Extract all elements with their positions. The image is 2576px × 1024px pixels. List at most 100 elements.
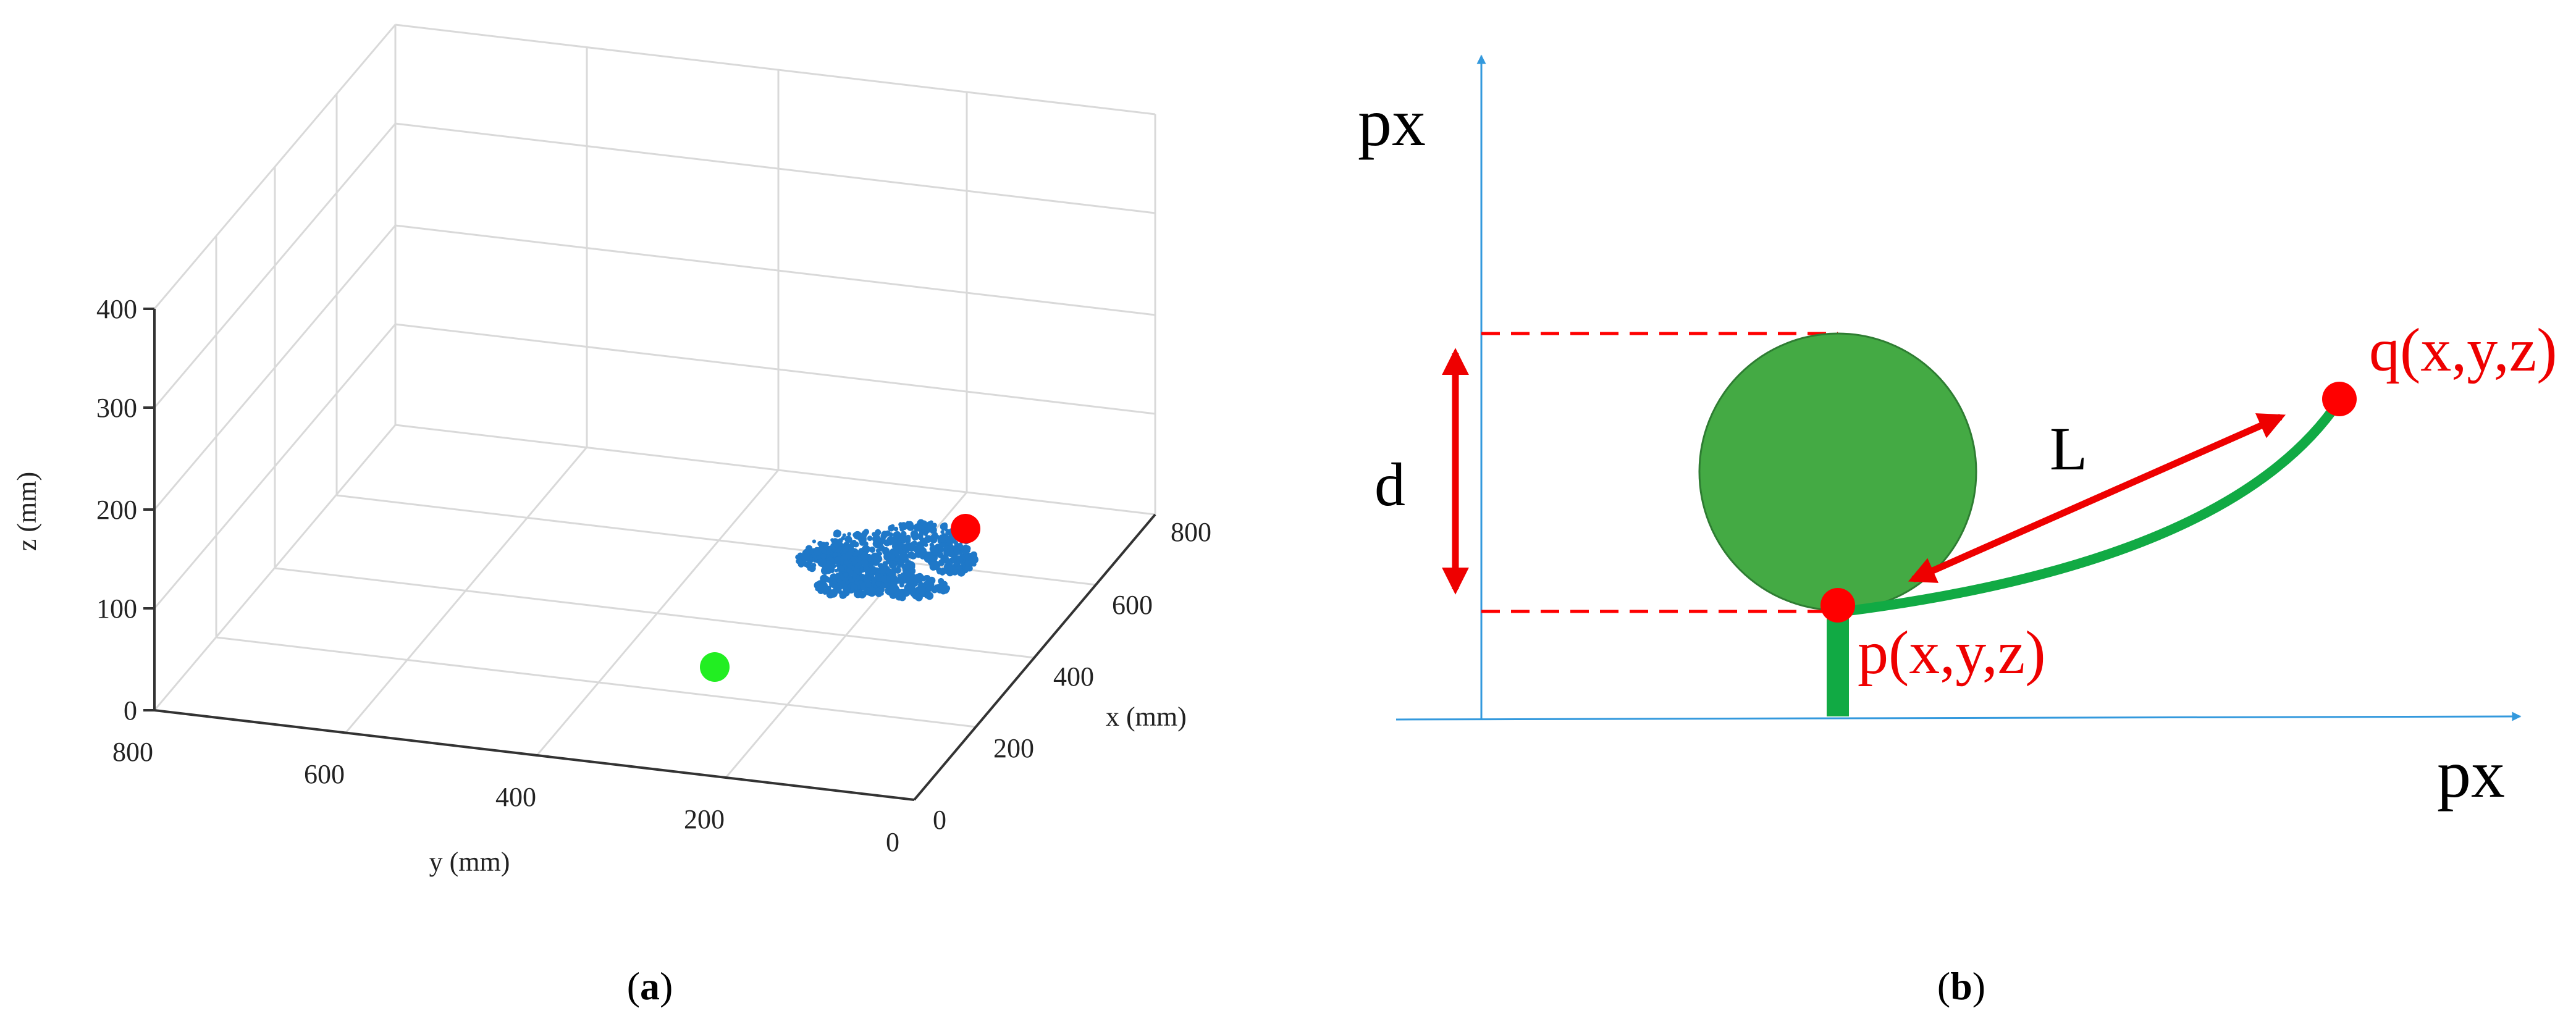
z-axis-label: z (mm): [12, 472, 42, 551]
cluster-point: [925, 591, 931, 596]
point-q: [2322, 382, 2357, 416]
y-tick-label: 800: [112, 737, 153, 767]
cluster-point: [906, 521, 914, 529]
cluster-point: [833, 529, 841, 538]
cluster-point: [940, 530, 945, 534]
cluster-point: [857, 537, 862, 541]
cluster-point: [893, 526, 899, 532]
blue-point-cluster: [795, 519, 979, 602]
red-point: [951, 514, 980, 543]
green-point: [700, 652, 730, 682]
x-tick-label: 200: [993, 733, 1034, 763]
cluster-point: [890, 555, 896, 560]
cluster-point: [951, 569, 958, 576]
cluster-point: [861, 558, 869, 567]
cluster-point: [956, 556, 964, 564]
q-label: q(x,y,z): [2369, 316, 2557, 384]
cluster-point: [824, 561, 833, 569]
x-tick-label: 400: [1053, 661, 1094, 692]
cluster-point: [962, 549, 969, 556]
cluster-point: [831, 563, 836, 569]
cluster-point: [803, 548, 810, 555]
cluster-point: [938, 534, 946, 543]
cluster-point: [826, 590, 835, 598]
z-tick-label: 300: [96, 393, 137, 423]
cluster-point: [896, 564, 901, 569]
panel-a-3d-plot: 0 100 200 300 400 z (mm) 800 600 400 200…: [12, 23, 1211, 1008]
cluster-point: [932, 522, 937, 528]
p-label: p(x,y,z): [1858, 618, 2046, 687]
cluster-point: [827, 585, 831, 590]
z-tick-label: 400: [96, 294, 137, 324]
cluster-point: [933, 555, 938, 560]
cluster-point: [852, 572, 857, 577]
cluster-point: [890, 574, 896, 580]
cluster-point: [864, 573, 869, 578]
z-tick-label: 200: [96, 495, 137, 525]
cluster-point: [906, 571, 911, 576]
L-arrow: [1908, 413, 2286, 583]
z-tick-label: 100: [96, 594, 137, 624]
cluster-point: [940, 587, 947, 595]
y-tick-label: 0: [886, 827, 899, 857]
x-tick-label: 800: [1171, 517, 1211, 547]
cluster-point: [913, 523, 922, 532]
cluster-point: [844, 535, 852, 543]
horizontal-axis: [1395, 711, 2522, 721]
cluster-point: [830, 538, 835, 542]
cluster-point: [831, 583, 836, 589]
cluster-point: [842, 533, 846, 537]
cluster-point: [839, 592, 847, 599]
cluster-point: [843, 583, 848, 589]
cluster-point: [956, 569, 964, 576]
cluster-point: [885, 560, 890, 564]
cluster-point: [894, 557, 899, 562]
cluster-point: [901, 531, 907, 537]
x-axis: 0 200 400 600 800 x (mm): [933, 517, 1211, 835]
cluster-point: [906, 539, 911, 543]
cluster-point: [838, 538, 843, 543]
cluster-point: [897, 574, 903, 579]
cluster-point: [913, 582, 919, 587]
cluster-point: [820, 584, 828, 592]
cluster-point: [875, 590, 883, 597]
cluster-point: [945, 558, 952, 566]
cluster-point: [920, 537, 927, 545]
cluster-point: [898, 548, 904, 554]
cluster-point: [899, 561, 903, 565]
cluster-point: [863, 529, 869, 535]
cluster-point: [938, 559, 945, 566]
cluster-point: [848, 548, 852, 553]
cluster-point: [874, 573, 882, 580]
cluster-point: [822, 590, 827, 595]
cluster-point: [869, 565, 877, 574]
cluster-point: [940, 522, 948, 531]
cluster-point: [899, 552, 908, 560]
cluster-point: [908, 551, 915, 558]
y-tick-label: 600: [304, 759, 345, 789]
x-tick-label: 600: [1112, 590, 1153, 620]
cluster-point: [820, 553, 827, 560]
L-label: L: [2050, 414, 2087, 483]
cluster-point: [947, 568, 953, 574]
cluster-point: [908, 579, 914, 585]
cluster-point: [847, 532, 851, 536]
cluster-point: [854, 592, 860, 597]
cluster-point: [914, 573, 922, 581]
y-tick-label: 200: [684, 804, 725, 834]
cluster-point: [904, 561, 913, 571]
cluster-point: [953, 547, 960, 553]
cluster-point: [873, 541, 881, 548]
caption-a: (a): [627, 964, 673, 1008]
cluster-point: [859, 575, 864, 581]
caption-b: (b): [1937, 964, 1985, 1008]
cluster-point: [873, 557, 881, 564]
cluster-point: [892, 583, 898, 588]
d-label: d: [1374, 450, 1405, 519]
cluster-point: [958, 543, 964, 550]
cluster-point: [898, 578, 905, 585]
cluster-point: [918, 581, 924, 588]
cluster-point: [832, 547, 836, 552]
cluster-point: [817, 558, 827, 567]
